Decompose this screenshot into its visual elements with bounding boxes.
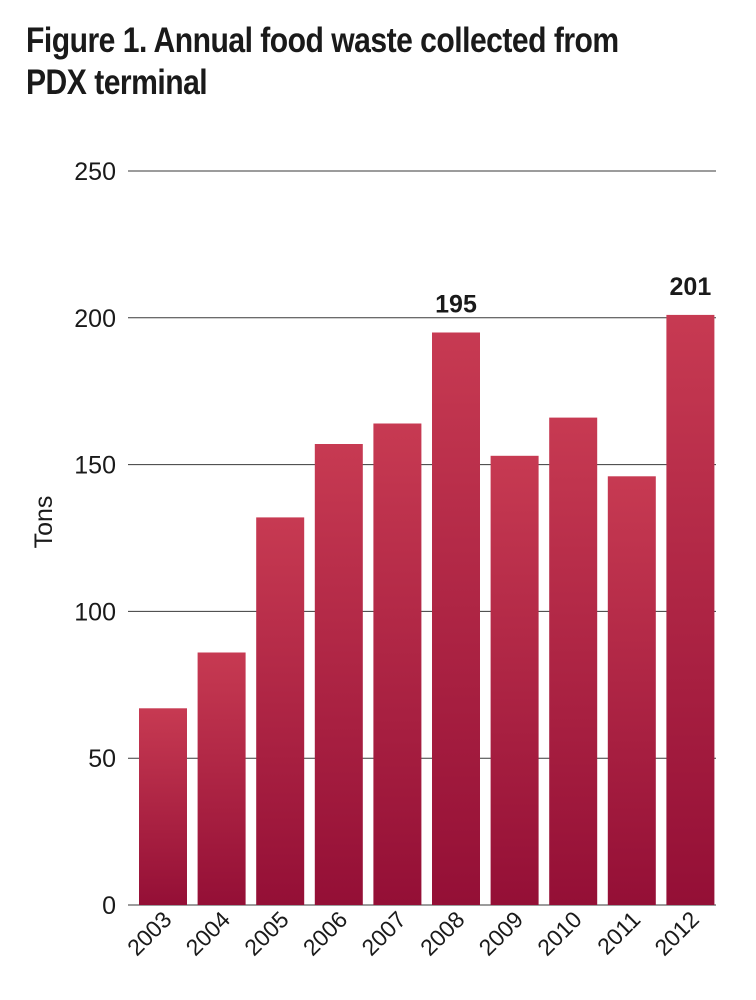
y-tick-label: 50 — [88, 745, 116, 773]
y-tick-label: 0 — [102, 892, 116, 920]
bar-2003 — [139, 708, 187, 905]
bar-2007 — [373, 423, 422, 905]
chart-title-line-1: Figure 1. Annual food waste collected fr… — [26, 21, 619, 60]
y-axis-title: Tons — [30, 496, 58, 549]
x-tick-label: 2010 — [532, 906, 587, 961]
bar-2008 — [432, 332, 480, 905]
data-labels: 195 201 — [435, 273, 711, 319]
y-tick-label: 200 — [74, 305, 116, 333]
bar-2006 — [314, 444, 363, 905]
bar-2011 — [607, 476, 656, 905]
bar-2009 — [490, 455, 539, 905]
x-tick-label: 2008 — [415, 906, 470, 961]
data-label-2008: 195 — [435, 290, 477, 318]
x-tick-label: 2006 — [298, 906, 353, 961]
data-label-2012: 201 — [670, 273, 712, 301]
x-tick-label: 2009 — [474, 906, 529, 961]
y-tick-label: 100 — [74, 598, 116, 626]
x-axis-ticks: 2003 2004 2005 2006 2007 2008 2009 2010 2011 2012 — [122, 906, 704, 961]
bar-2012 — [666, 314, 715, 905]
x-tick-label: 2003 — [122, 906, 177, 961]
bar-2005 — [256, 517, 305, 905]
y-axis-ticks: 0 50 100 150 200 250 — [74, 158, 116, 920]
y-tick-label: 250 — [74, 158, 116, 186]
bar-2010 — [549, 417, 598, 905]
chart-title: Figure 1. Annual food waste collected fr… — [26, 20, 628, 104]
y-tick-label: 150 — [74, 452, 116, 480]
x-tick-label: 2005 — [239, 906, 294, 961]
bars — [139, 314, 715, 905]
chart-title-line-2: PDX terminal — [26, 63, 208, 102]
x-tick-label: 2004 — [181, 906, 236, 961]
x-tick-label: 2007 — [356, 906, 411, 961]
x-tick-label: 2011 — [592, 906, 645, 959]
x-tick-label: 2012 — [649, 906, 704, 961]
bar-2004 — [197, 652, 246, 905]
